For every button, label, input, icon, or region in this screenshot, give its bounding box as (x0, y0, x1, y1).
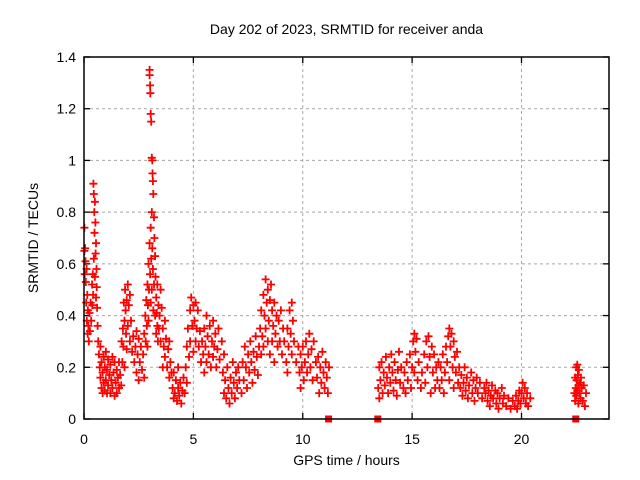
x-tick-label: 5 (189, 431, 197, 447)
x-tick-label: 15 (404, 431, 420, 447)
chart-title: Day 202 of 2023, SRMTID for receiver and… (209, 21, 484, 37)
tick-labels: 0 5 10 15 20 0 0.2 0.4 0.6 0.8 1 1.2 1.4 (57, 49, 530, 447)
y-tick-label: 0 (68, 411, 76, 427)
plot-border (83, 56, 610, 420)
grid-lines (84, 57, 609, 419)
y-tick-label: 0.6 (57, 256, 77, 272)
y-tick-label: 1.2 (57, 101, 77, 117)
x-tick-label: 10 (295, 431, 311, 447)
y-tick-label: 1 (68, 152, 76, 168)
y-tick-label: 0.4 (57, 308, 77, 324)
x-tick-label: 0 (80, 431, 88, 447)
y-tick-label: 1.4 (57, 49, 77, 65)
x-tick-label: 20 (514, 431, 530, 447)
y-tick-label: 0.8 (57, 204, 77, 220)
scatter-points (80, 65, 590, 413)
x-axis-label: GPS time / hours (293, 452, 400, 468)
scatter-series (80, 65, 590, 423)
y-tick-label: 0.2 (57, 359, 77, 375)
